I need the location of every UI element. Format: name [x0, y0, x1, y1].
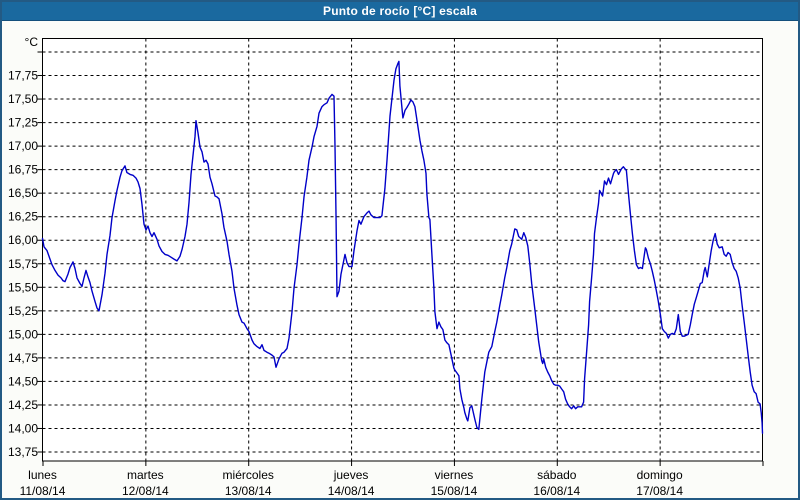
- y-tick-label: 14,50: [8, 374, 38, 388]
- y-unit-label: °C: [25, 35, 39, 49]
- y-tick-label: 14,75: [8, 351, 38, 365]
- y-tick-label: 15,00: [8, 327, 38, 341]
- x-date-label: 14/08/14: [328, 484, 375, 498]
- y-axis: 17,75 17,50 17,25 17,00 16,75 16,50 16,25 16,00…: [8, 35, 43, 459]
- y-tick-label: 16,75: [8, 163, 38, 177]
- y-tick-label: 17,50: [8, 92, 38, 106]
- x-day-label: martes: [127, 468, 164, 482]
- horizontal-gridlines: [42, 51, 763, 453]
- x-day-label: domingo: [637, 468, 683, 482]
- y-tick-label: 16,25: [8, 210, 38, 224]
- x-date-label: 11/08/14: [20, 484, 66, 498]
- vertical-gridlines: [145, 38, 661, 461]
- y-tick-label: 15,25: [8, 304, 38, 318]
- x-date-label: 16/08/14: [533, 484, 580, 498]
- x-day-label: viernes: [435, 468, 474, 482]
- x-day-label: lunes: [28, 468, 57, 482]
- y-tick-label: 14,00: [8, 421, 38, 435]
- y-tick-label: 13,75: [8, 445, 38, 459]
- x-axis: lunes 11/08/14 martes 12/08/14 miércoles 13/0…: [20, 461, 764, 498]
- x-day-label: sábado: [537, 468, 577, 482]
- plot-area: [42, 38, 763, 462]
- x-date-label: 15/08/14: [431, 484, 478, 498]
- y-tick-label: 16,50: [8, 186, 38, 200]
- x-day-label: miércoles: [223, 468, 274, 482]
- chart-canvas: 17,75 17,50 17,25 17,00 16,75 16,50 16,25 16,00…: [8, 35, 764, 498]
- chart-title-bar: Punto de rocío [°C] escala: [2, 2, 798, 21]
- x-day-label: jueves: [333, 468, 369, 482]
- x-date-label: 17/08/14: [636, 484, 683, 498]
- y-tick-label: 17,25: [8, 116, 38, 130]
- y-tick-label: 15,75: [8, 257, 38, 271]
- chart-title: Punto de rocío [°C] escala: [322, 4, 478, 18]
- x-date-label: 13/08/14: [225, 484, 272, 498]
- y-tick-label: 16,00: [8, 233, 38, 247]
- y-tick-label: 17,75: [8, 69, 38, 83]
- x-date-label: 12/08/14: [122, 484, 169, 498]
- dewpoint-line: [41, 60, 764, 434]
- y-tick-label: 17,00: [8, 139, 38, 153]
- y-tick-label: 15,50: [8, 280, 38, 294]
- y-tick-label: 14,25: [8, 398, 38, 412]
